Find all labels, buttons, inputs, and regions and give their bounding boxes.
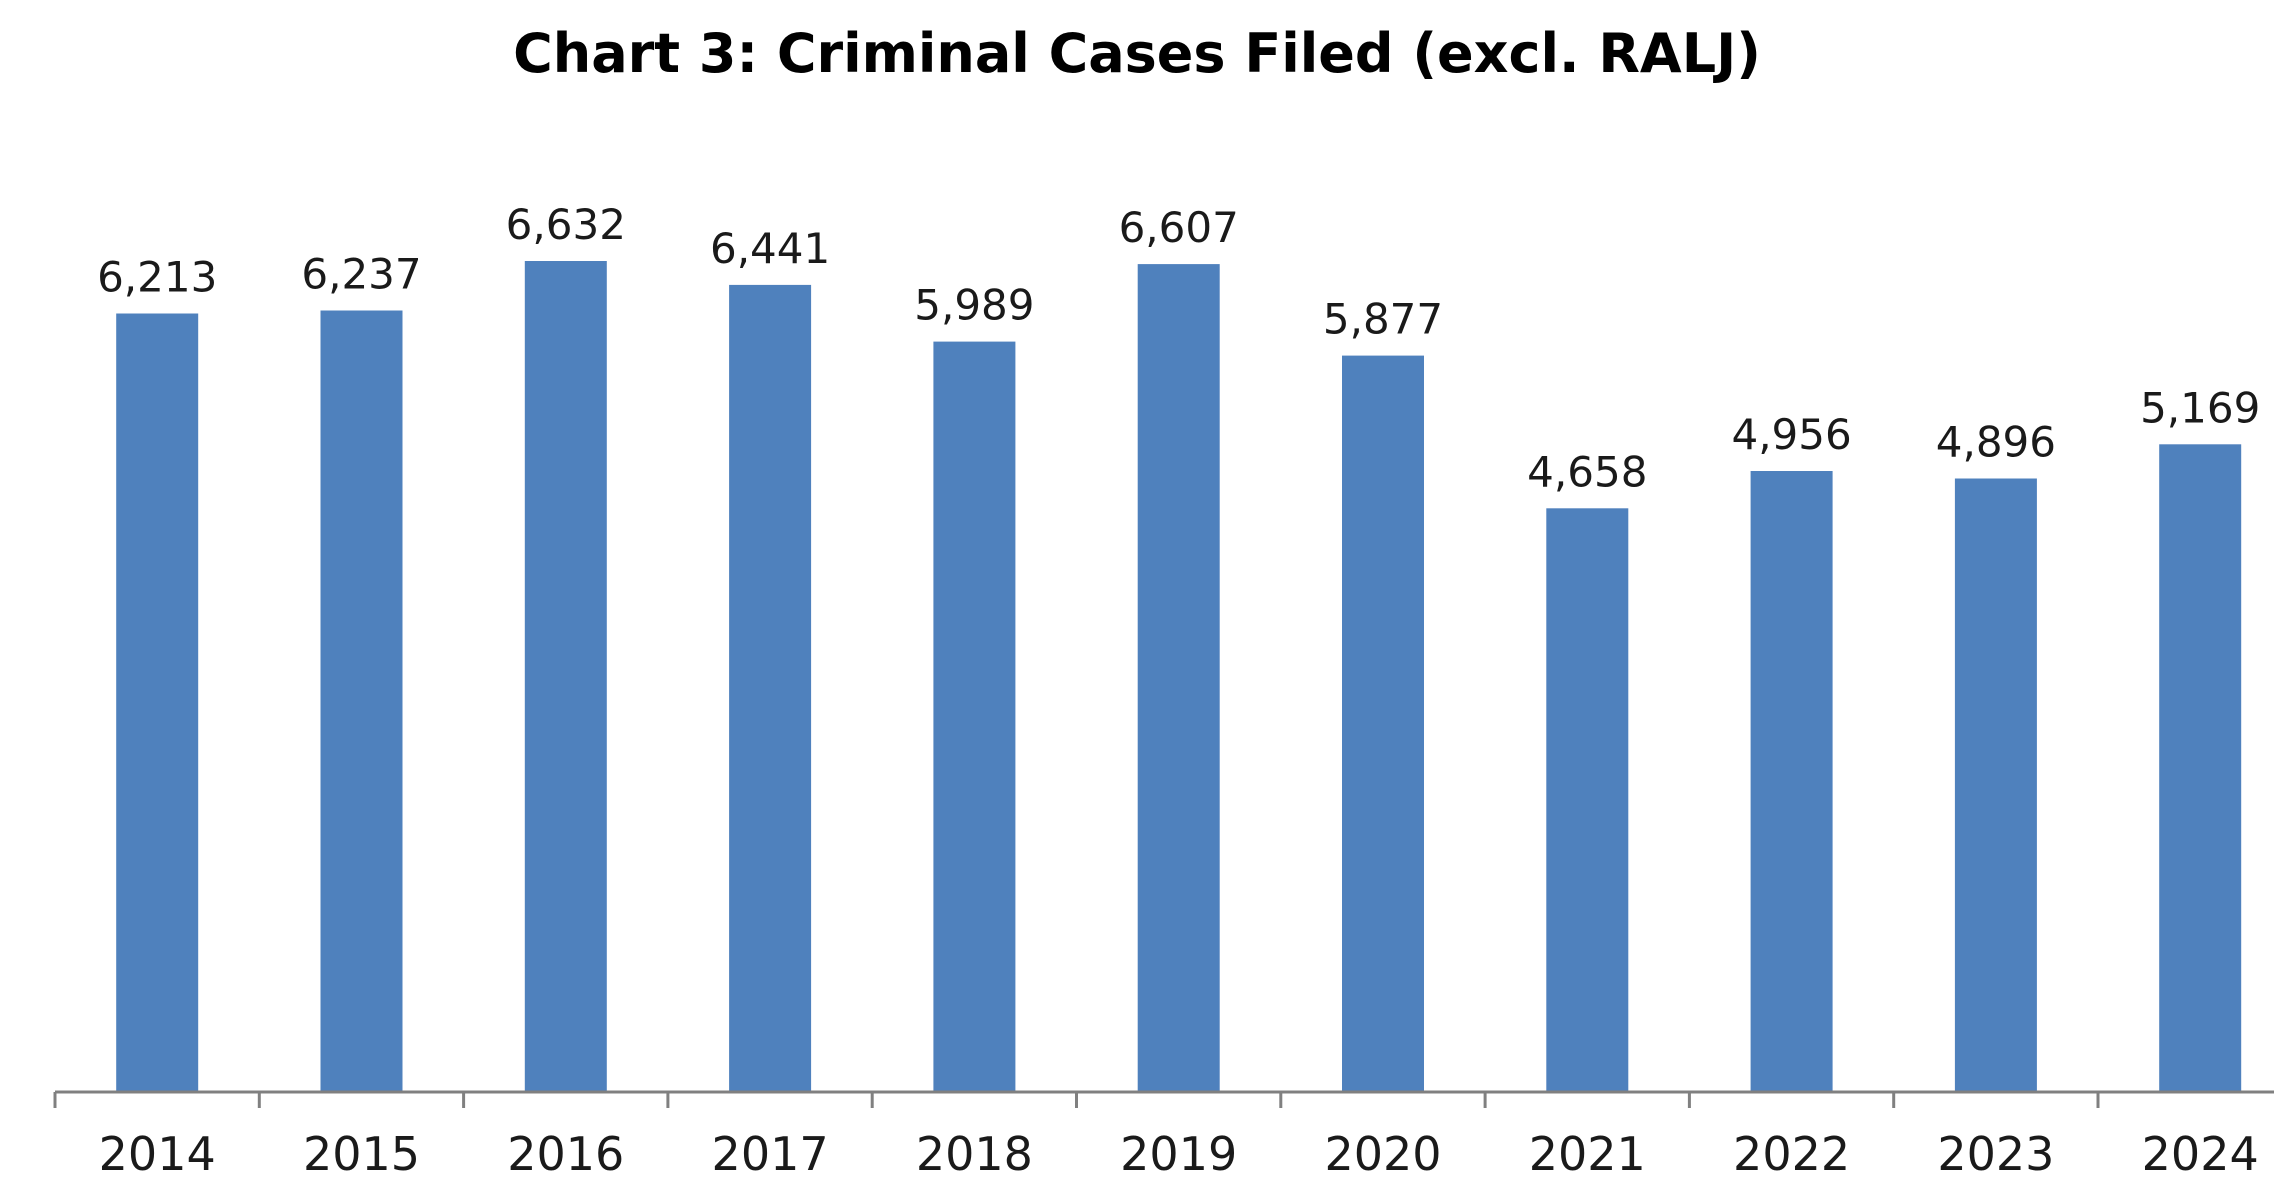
x-tick-label-2018: 2018 (916, 1127, 1033, 1181)
bar-2021 (1546, 508, 1629, 1092)
bar-2019 (1137, 264, 1220, 1093)
data-label-2018: 5,989 (914, 281, 1034, 330)
data-label-2016: 6,632 (506, 200, 626, 249)
data-label-2021: 4,658 (1527, 447, 1647, 496)
x-tick-label-2020: 2020 (1324, 1127, 1441, 1181)
bar-2016 (524, 261, 607, 1092)
x-tick-label-2014: 2014 (99, 1127, 216, 1181)
x-tick-label-2023: 2023 (1937, 1127, 2054, 1181)
x-tick-label-2024: 2024 (2142, 1127, 2259, 1181)
bar-2020 (1342, 355, 1424, 1093)
bar-2014 (116, 313, 199, 1092)
bars-layer (116, 261, 2242, 1093)
data-label-2023: 4,896 (1936, 418, 2056, 467)
bar-2024 (2159, 444, 2242, 1092)
x-tick-label-2015: 2015 (303, 1127, 420, 1181)
bar-2022 (1750, 471, 1833, 1092)
data-label-2022: 4,956 (1731, 410, 1851, 459)
data-label-2019: 6,607 (1119, 203, 1239, 252)
x-tick-label-2022: 2022 (1733, 1127, 1850, 1181)
x-tick-label-2021: 2021 (1529, 1127, 1646, 1181)
data-label-2020: 5,877 (1323, 295, 1443, 344)
data-label-2017: 6,441 (710, 224, 830, 273)
bar-2017 (729, 284, 812, 1092)
x-tick-label-2016: 2016 (507, 1127, 624, 1181)
data-label-2024: 5,169 (2140, 383, 2260, 432)
chart-title: Chart 3: Criminal Cases Filed (excl. RAL… (513, 22, 1761, 85)
x-tick-label-2017: 2017 (712, 1127, 829, 1181)
x-axis: 2014 2015 2016 2017 2018 2019 2020 2021 2022 2023… (53, 1090, 2274, 1181)
data-label-2014: 6,213 (97, 253, 217, 302)
bar-2015 (320, 310, 403, 1092)
bar-2018 (933, 341, 1016, 1093)
data-label-2015: 6,237 (301, 250, 421, 299)
bar-2023 (1954, 478, 2037, 1092)
x-tick-label-2019: 2019 (1120, 1127, 1237, 1181)
data-labels-layer: 6,213 6,237 6,632 6,441 5,989 6,607 5,877 4,658… (97, 200, 2260, 496)
